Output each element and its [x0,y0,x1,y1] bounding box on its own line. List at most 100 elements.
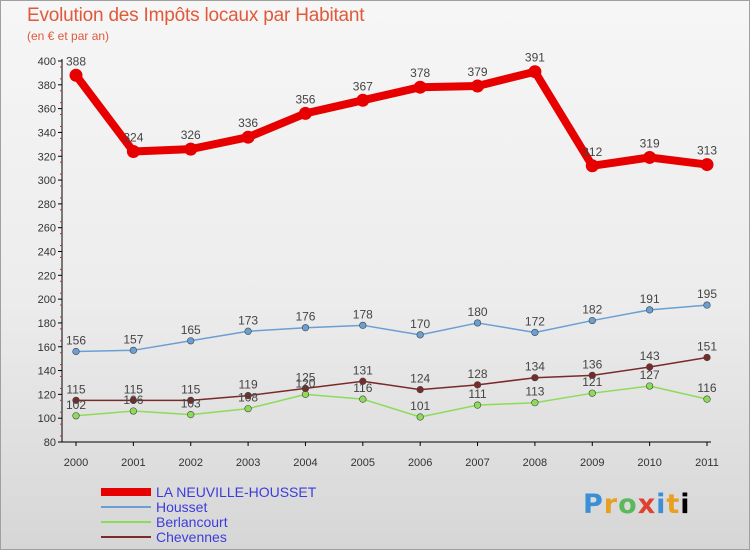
legend-label: Berlancourt [156,514,228,530]
data-label: 378 [410,66,430,80]
data-point [416,331,424,339]
data-label: 125 [295,370,315,384]
y-tick-label: 380 [38,80,56,92]
data-label: 143 [640,349,660,363]
data-label: 319 [640,136,660,150]
data-label: 391 [525,51,545,65]
data-label: 313 [697,144,717,158]
data-label: 182 [582,303,602,317]
y-tick-label: 240 [38,247,56,259]
x-tick-label: 2008 [523,457,547,469]
y-tick-label: 160 [38,342,56,354]
data-label: 120 [295,376,315,390]
data-label: 115 [181,382,200,396]
proxiti-logo: Proxiti [583,489,691,520]
data-label: 134 [525,360,545,374]
y-tick-label: 140 [38,366,56,378]
data-label: 115 [124,382,143,396]
data-point [241,130,255,144]
data-point [187,337,195,345]
legend-swatch [101,536,151,538]
data-label: 106 [123,393,143,407]
data-label: 191 [640,292,660,306]
x-tick-label: 2005 [351,457,375,469]
data-label: 176 [295,310,315,324]
data-point [416,413,424,421]
data-point [531,399,539,407]
y-tick-label: 340 [38,127,56,139]
legend-label: Chevennes [156,529,227,545]
x-tick-label: 2002 [178,457,202,469]
data-point [643,150,657,164]
y-tick-label: 260 [38,223,56,235]
data-label: 157 [123,332,143,346]
data-label: 111 [468,387,487,401]
data-point [473,401,482,409]
series-line [75,356,708,402]
data-label: 124 [410,372,430,386]
y-tick-label: 80 [44,437,56,449]
data-label: 131 [353,363,373,377]
data-label: 165 [181,323,201,337]
y-tick-label: 280 [38,199,56,211]
data-point [359,395,367,403]
data-point [72,412,80,420]
data-label: 356 [295,92,315,106]
data-point [646,363,654,371]
data-point [703,353,711,362]
data-label: 324 [123,130,143,144]
data-point [129,407,137,415]
data-point [244,405,252,413]
y-tick-label: 100 [38,413,56,425]
data-label: 367 [353,79,373,93]
series-line [72,67,711,170]
series-line [75,385,708,418]
data-point [72,396,80,404]
y-tick-label: 120 [38,389,56,401]
y-tick-label: 320 [38,151,56,163]
x-tick-label: 2004 [293,457,317,469]
legend-swatch [101,521,151,523]
data-point [72,347,80,356]
data-label: 388 [66,54,86,68]
data-point [588,389,596,397]
data-label: 128 [468,367,488,381]
legend-label: Housset [156,499,208,515]
data-label: 113 [525,385,544,399]
data-point [301,384,310,393]
data-label: 326 [181,128,201,142]
data-point [301,324,310,332]
data-point [187,396,195,404]
data-point [646,382,654,390]
data-label: 178 [353,307,373,321]
data-point [528,65,542,79]
data-point [356,93,370,107]
data-label: 103 [181,397,201,411]
data-label: 102 [66,398,86,412]
y-tick-label: 360 [38,104,56,116]
data-point [69,68,83,82]
data-label: 151 [697,339,717,353]
y-tick-label: 300 [38,175,56,187]
data-label: 170 [410,317,430,331]
data-point [187,411,195,419]
data-point [588,371,596,379]
legend-label: LA NEUVILLE-HOUSSET [156,484,317,500]
data-point [703,301,711,309]
data-label: 336 [238,116,258,130]
data-point [646,306,654,314]
x-tick-label: 2001 [121,457,145,469]
x-tick-label: 2010 [637,457,661,469]
data-label: 119 [239,378,258,392]
data-point [359,377,367,385]
chart-subtitle: (en € et par an) [27,29,110,43]
y-tick-label: 180 [38,318,56,330]
data-label: 156 [66,334,86,348]
data-point [244,327,252,335]
data-point [244,391,252,400]
data-point [416,386,424,394]
legend-swatch [101,506,151,508]
y-tick-label: 220 [38,270,56,282]
